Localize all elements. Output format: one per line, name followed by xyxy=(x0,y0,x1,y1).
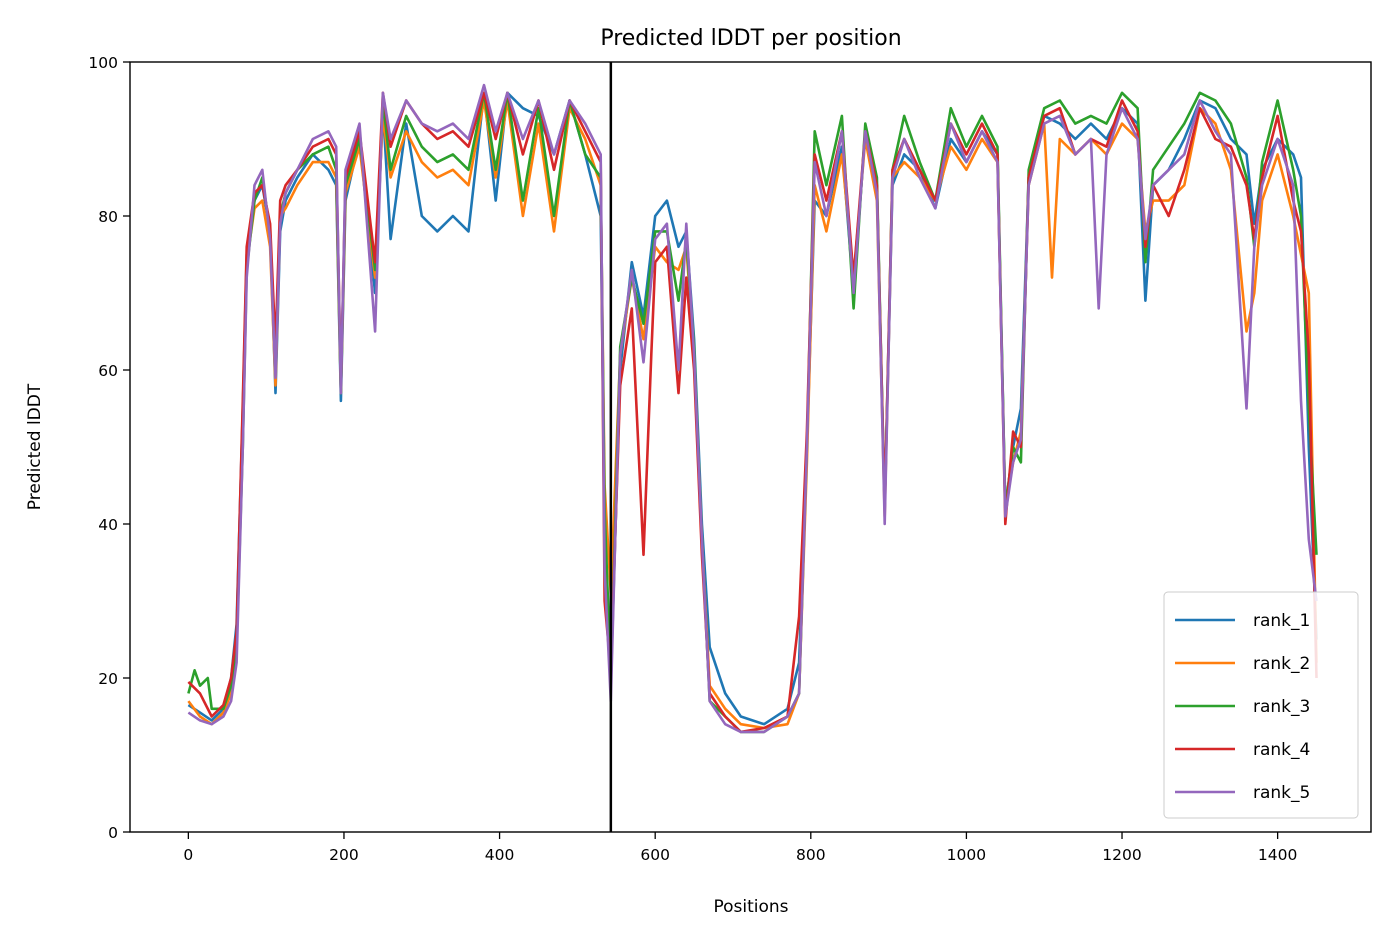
legend-label-rank_2: rank_2 xyxy=(1253,654,1310,674)
x-tick-label: 1000 xyxy=(947,846,986,864)
y-axis-label: Predicted lDDT xyxy=(25,383,45,510)
legend-label-rank_4: rank_4 xyxy=(1253,740,1310,760)
series-group xyxy=(187,83,1318,734)
x-tick-label: 400 xyxy=(485,846,515,864)
series-line-rank_5 xyxy=(187,83,1318,734)
x-axis-ticks: 0 200 400 600 800 1000 1200 1400 xyxy=(183,832,1297,864)
legend-label-rank_5: rank_5 xyxy=(1253,783,1310,803)
plot-frame xyxy=(129,61,1372,833)
legend-box xyxy=(1163,591,1359,819)
y-tick-label: 60 xyxy=(98,362,118,380)
x-tick-label: 800 xyxy=(796,846,826,864)
x-tick-label: 600 xyxy=(640,846,670,864)
x-tick-label: 200 xyxy=(329,846,359,864)
series-line-rank_3 xyxy=(187,91,1318,734)
legend-label-rank_1: rank_1 xyxy=(1253,611,1310,631)
y-axis-ticks: 0 20 40 60 80 100 xyxy=(88,54,130,842)
x-axis-label: Positions xyxy=(713,897,788,917)
y-tick-label: 80 xyxy=(98,208,118,226)
y-tick-label: 100 xyxy=(88,54,118,72)
legend-label-rank_3: rank_3 xyxy=(1253,697,1310,717)
x-tick-label: 0 xyxy=(183,846,193,864)
series-line-rank_2 xyxy=(187,99,1318,730)
y-tick-label: 0 xyxy=(108,824,118,842)
series-line-rank_4 xyxy=(187,91,1318,734)
legend: rank_1 rank_2 rank_3 rank_4 rank_5 xyxy=(1163,591,1359,819)
y-tick-label: 40 xyxy=(98,516,118,534)
x-tick-label: 1400 xyxy=(1258,846,1297,864)
series-line-rank_1 xyxy=(187,91,1318,726)
x-tick-label: 1200 xyxy=(1102,846,1141,864)
y-tick-label: 20 xyxy=(98,670,118,688)
chart-title: Predicted lDDT per position xyxy=(600,26,901,51)
